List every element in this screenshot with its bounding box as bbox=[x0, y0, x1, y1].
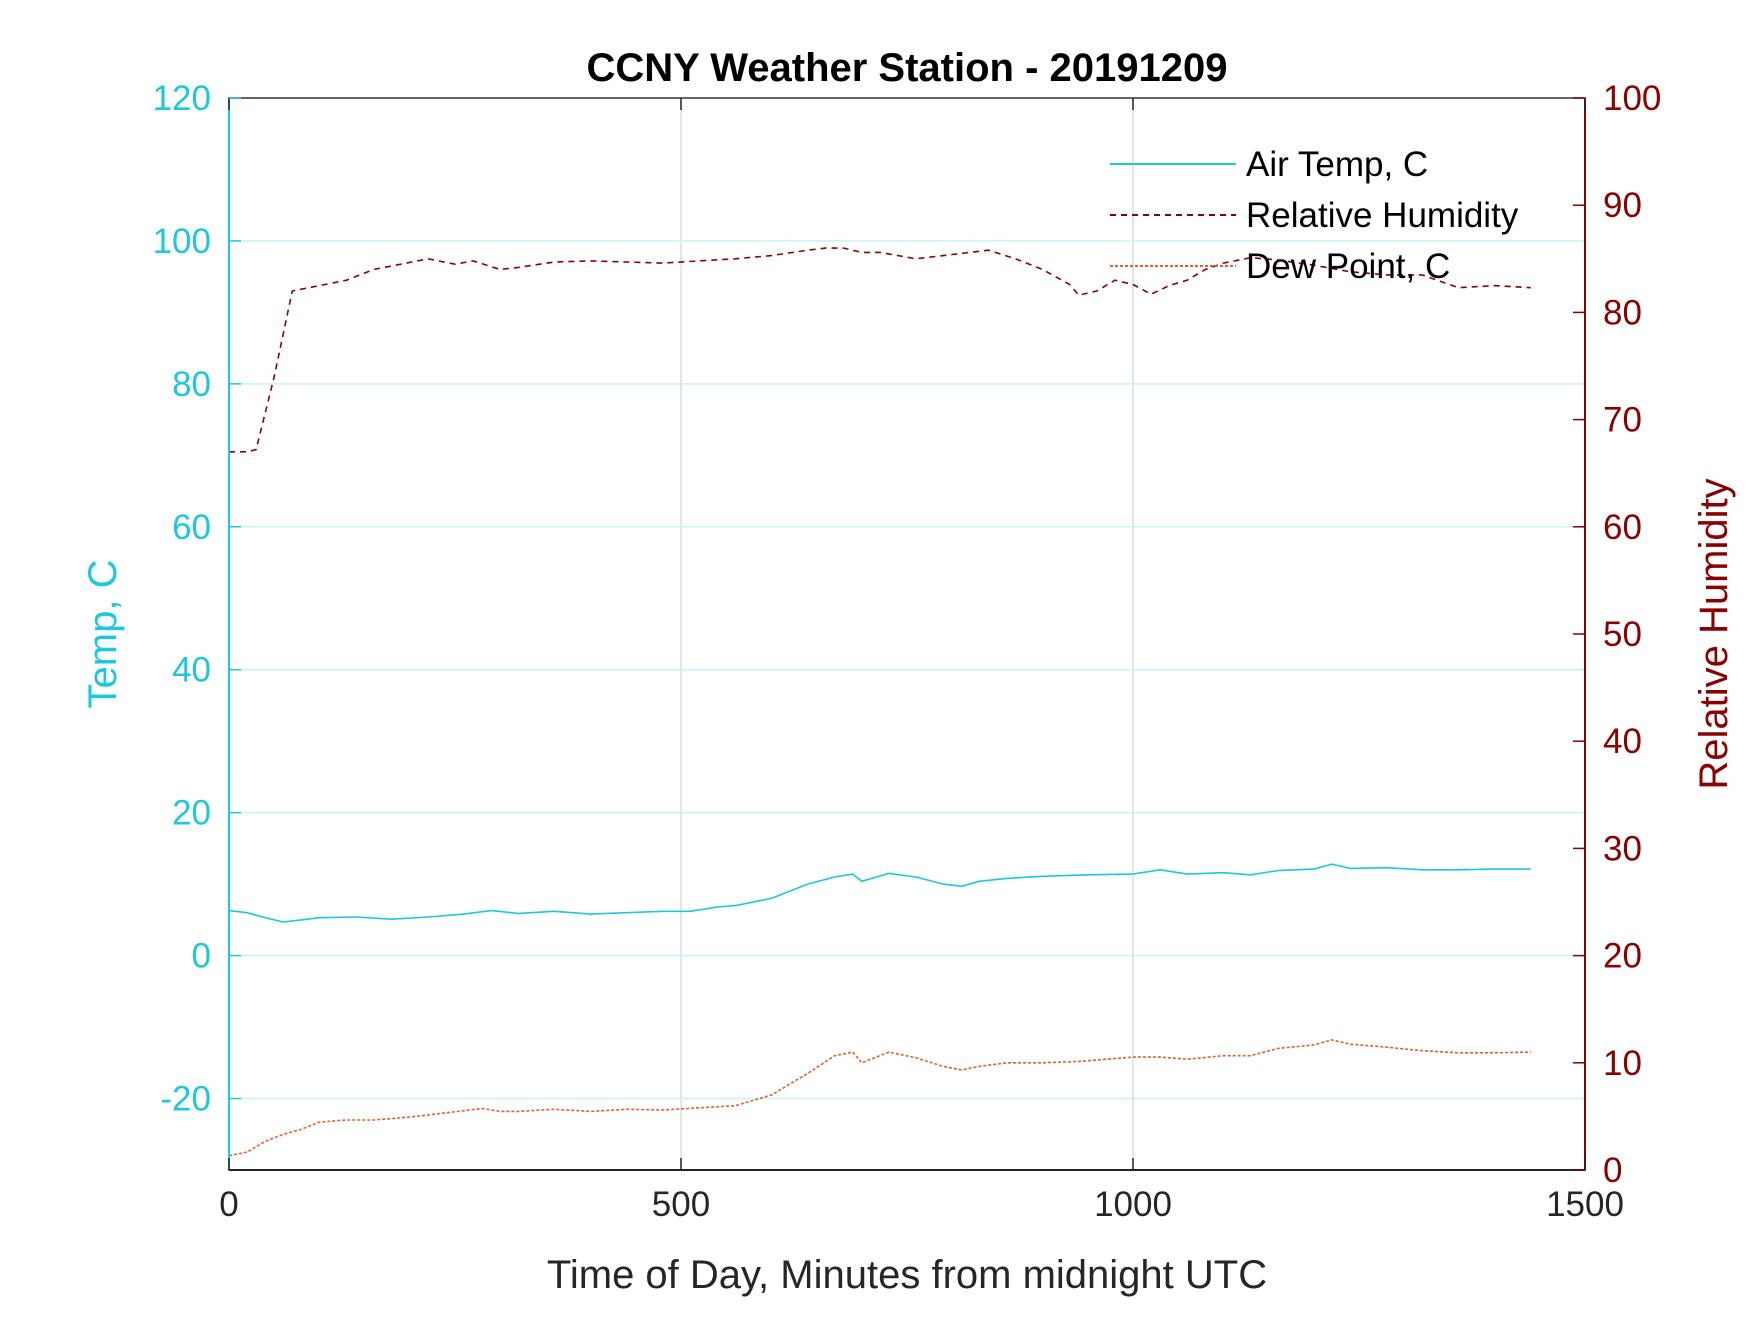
legend: Air Temp, C Relative Humidity Dew Point, C bbox=[1110, 145, 1519, 286]
x-tick-label: 500 bbox=[652, 1185, 710, 1224]
y-right-tick-label: 20 bbox=[1603, 937, 1642, 976]
chart-title: CCNY Weather Station - 20191209 bbox=[587, 46, 1228, 90]
series-layer bbox=[228, 247, 1531, 1157]
y-right-tick-label: 50 bbox=[1603, 615, 1642, 654]
y-left-tick-label: 120 bbox=[153, 79, 211, 118]
y-right-tick-label: 10 bbox=[1603, 1044, 1642, 1083]
y-right-tick-label: 70 bbox=[1603, 401, 1642, 440]
y-left-tick-label: -20 bbox=[160, 1080, 211, 1119]
legend-label-relative-humidity: Relative Humidity bbox=[1246, 196, 1519, 235]
x-tick-label: 1000 bbox=[1094, 1185, 1172, 1224]
y-right-tick-label: 40 bbox=[1603, 722, 1642, 761]
legend-label-dew-point: Dew Point, C bbox=[1246, 247, 1450, 286]
y-left-axis-label: Temp, C bbox=[81, 560, 125, 709]
y-left-tick-label: 100 bbox=[153, 222, 211, 261]
y-right-tick-label: 90 bbox=[1603, 186, 1642, 225]
y-right-axis-label: Relative Humidity bbox=[1692, 478, 1736, 789]
y-left-tick-label: 0 bbox=[192, 937, 211, 976]
dew-point-series-line bbox=[228, 1039, 1531, 1157]
x-axis-label: Time of Day, Minutes from midnight UTC bbox=[547, 1253, 1267, 1297]
air-temp-series-line bbox=[228, 863, 1531, 923]
y-right-tick-label: 60 bbox=[1603, 508, 1642, 547]
grid bbox=[229, 98, 1585, 1170]
y-left-tick-label: 40 bbox=[172, 651, 211, 690]
axes: 0 500 1000 1500 -20 0 20 40 60 80 100 120 0 10 20 30 40 5… bbox=[153, 79, 1662, 1224]
y-left-tick-label: 20 bbox=[172, 794, 211, 833]
y-left-tick-label: 80 bbox=[172, 365, 211, 404]
legend-label-air-temp: Air Temp, C bbox=[1246, 145, 1428, 184]
y-right-tick-label: 0 bbox=[1603, 1151, 1622, 1190]
y-right-tick-label: 30 bbox=[1603, 829, 1642, 868]
x-tick-label: 1500 bbox=[1546, 1185, 1624, 1224]
y-right-tick-label: 100 bbox=[1603, 79, 1661, 118]
y-left-tick-label: 60 bbox=[172, 508, 211, 547]
x-tick-label: 0 bbox=[219, 1185, 238, 1224]
y-right-tick-label: 80 bbox=[1603, 293, 1642, 332]
